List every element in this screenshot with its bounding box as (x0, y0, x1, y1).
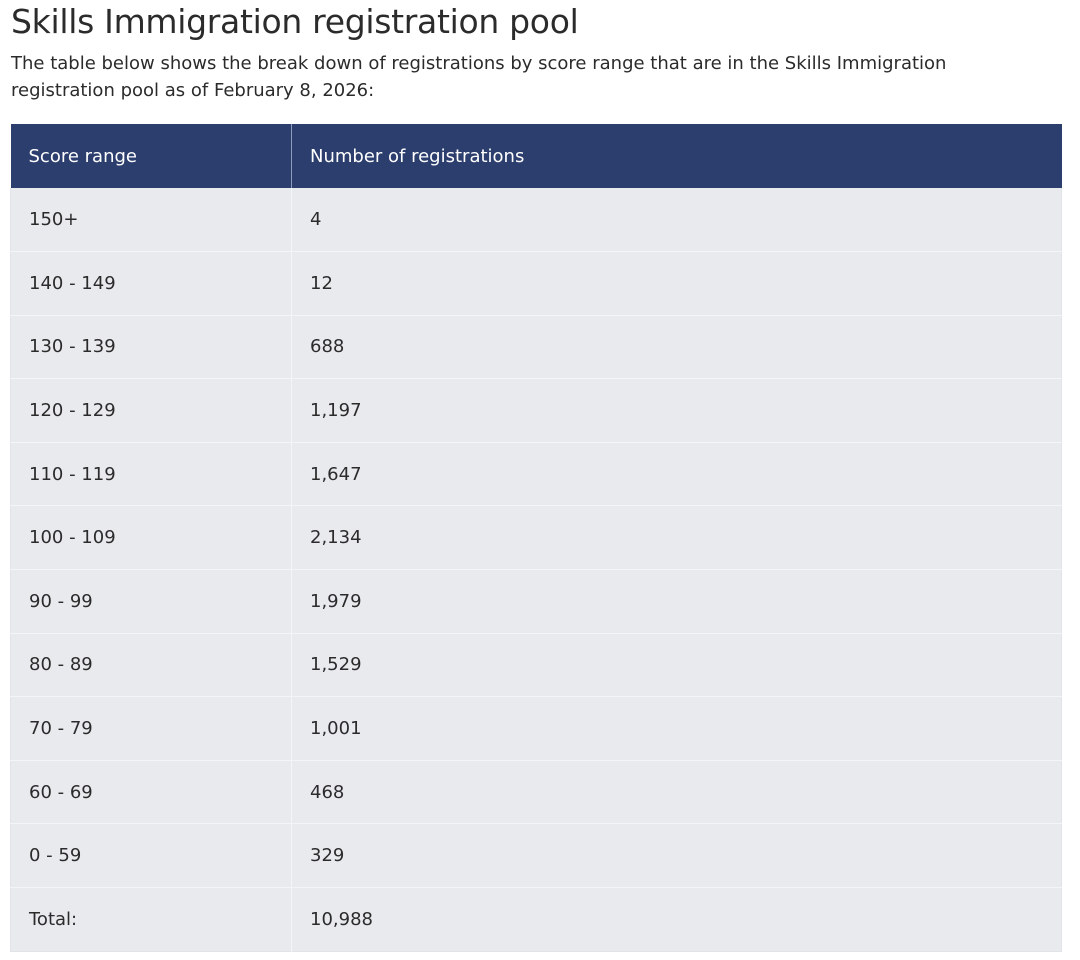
cell-score-range: 110 - 119 (10, 441, 292, 506)
table-row: 100 - 109 2,134 (10, 505, 1062, 570)
cell-score-range: 0 - 59 (10, 823, 292, 888)
table-row: 110 - 119 1,647 (10, 441, 1062, 506)
cell-registration-count: 10,988 (291, 887, 1062, 952)
cell-registration-count: 1,529 (291, 632, 1062, 697)
cell-score-range: Total: (10, 887, 292, 952)
cell-registration-count: 688 (291, 314, 1062, 379)
cell-registration-count: 1,647 (291, 441, 1062, 506)
cell-registration-count: 1,197 (291, 378, 1062, 443)
cell-score-range: 80 - 89 (10, 632, 292, 697)
table-row: 150+ 4 (10, 188, 1062, 252)
cell-score-range: 140 - 149 (10, 251, 292, 316)
cell-score-range: 70 - 79 (10, 696, 292, 761)
intro-text: The table below shows the break down of … (11, 53, 947, 101)
table-header-row: Score range Number of registrations (10, 124, 1062, 188)
cell-score-range: 130 - 139 (10, 314, 292, 379)
table-row: 70 - 79 1,001 (10, 696, 1062, 761)
cell-registration-count: 1,001 (291, 696, 1062, 761)
cell-registration-count: 2,134 (291, 505, 1062, 570)
cell-score-range: 60 - 69 (10, 759, 292, 824)
table-row: 60 - 69 468 (10, 759, 1062, 824)
table-row-total: Total: 10,988 (10, 887, 1062, 952)
cell-registration-count: 468 (291, 759, 1062, 824)
header-score-range: Score range (10, 124, 292, 188)
cell-registration-count: 12 (291, 251, 1062, 316)
table-row: 120 - 129 1,197 (10, 378, 1062, 443)
page-title: Skills Immigration registration pool (11, 2, 579, 41)
registrations-table: Score range Number of registrations 150+… (10, 124, 1062, 952)
cell-score-range: 120 - 129 (10, 378, 292, 443)
table-row: 80 - 89 1,529 (10, 632, 1062, 697)
cell-score-range: 100 - 109 (10, 505, 292, 570)
table-row: 140 - 149 12 (10, 251, 1062, 316)
cell-registration-count: 329 (291, 823, 1062, 888)
cell-score-range: 150+ (10, 188, 292, 252)
table-row: 0 - 59 329 (10, 823, 1062, 888)
cell-registration-count: 4 (291, 188, 1062, 252)
table-row: 90 - 99 1,979 (10, 569, 1062, 634)
header-number-of-registrations: Number of registrations (291, 124, 1062, 188)
table-body: 150+ 4 140 - 149 12 130 - 139 688 120 - 129 1,1… (10, 188, 1062, 952)
cell-registration-count: 1,979 (291, 569, 1062, 634)
table-row: 130 - 139 688 (10, 314, 1062, 379)
registrations-table-container: Score range Number of registrations 150+… (10, 124, 1062, 952)
cell-score-range: 90 - 99 (10, 569, 292, 634)
